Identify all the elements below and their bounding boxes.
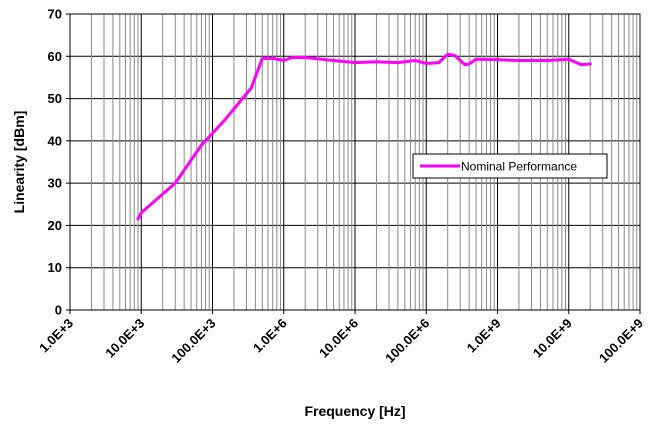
series-line-nominal-performance <box>136 52 592 221</box>
x-tick-label: 100.0E+3 <box>168 316 218 366</box>
x-tick-label: 1.0E+6 <box>250 316 290 356</box>
x-tick-label: 10.0E+3 <box>102 316 147 361</box>
x-tick-label: 1.0E+3 <box>36 316 76 356</box>
y-tick-label: 70 <box>48 7 62 22</box>
x-tick-label: 10.0E+9 <box>530 316 575 361</box>
y-tick-label: 10 <box>48 260 62 275</box>
x-tick-label: 100.0E+9 <box>596 316 646 366</box>
legend-box <box>412 153 608 179</box>
grid-layer <box>69 13 641 311</box>
x-axis-title: Frequency [Hz] <box>304 403 405 419</box>
y-axis-title: Linearity [dBm] <box>11 111 27 214</box>
x-tick-label: 100.0E+6 <box>382 316 432 366</box>
legend-label: Nominal Performance <box>461 160 577 174</box>
y-tick-label: 60 <box>48 49 62 64</box>
y-tick-label: 40 <box>48 133 62 148</box>
y-tick-label: 50 <box>48 91 62 106</box>
series-layer <box>136 52 592 221</box>
x-tick-label: 10.0E+6 <box>316 316 361 361</box>
y-tick-label: 30 <box>48 176 62 191</box>
y-tick-label: 20 <box>48 218 62 233</box>
y-tick-label: 0 <box>55 303 62 318</box>
legend: Nominal Performance <box>412 153 608 179</box>
x-tick-label: 1.0E+9 <box>464 316 504 356</box>
